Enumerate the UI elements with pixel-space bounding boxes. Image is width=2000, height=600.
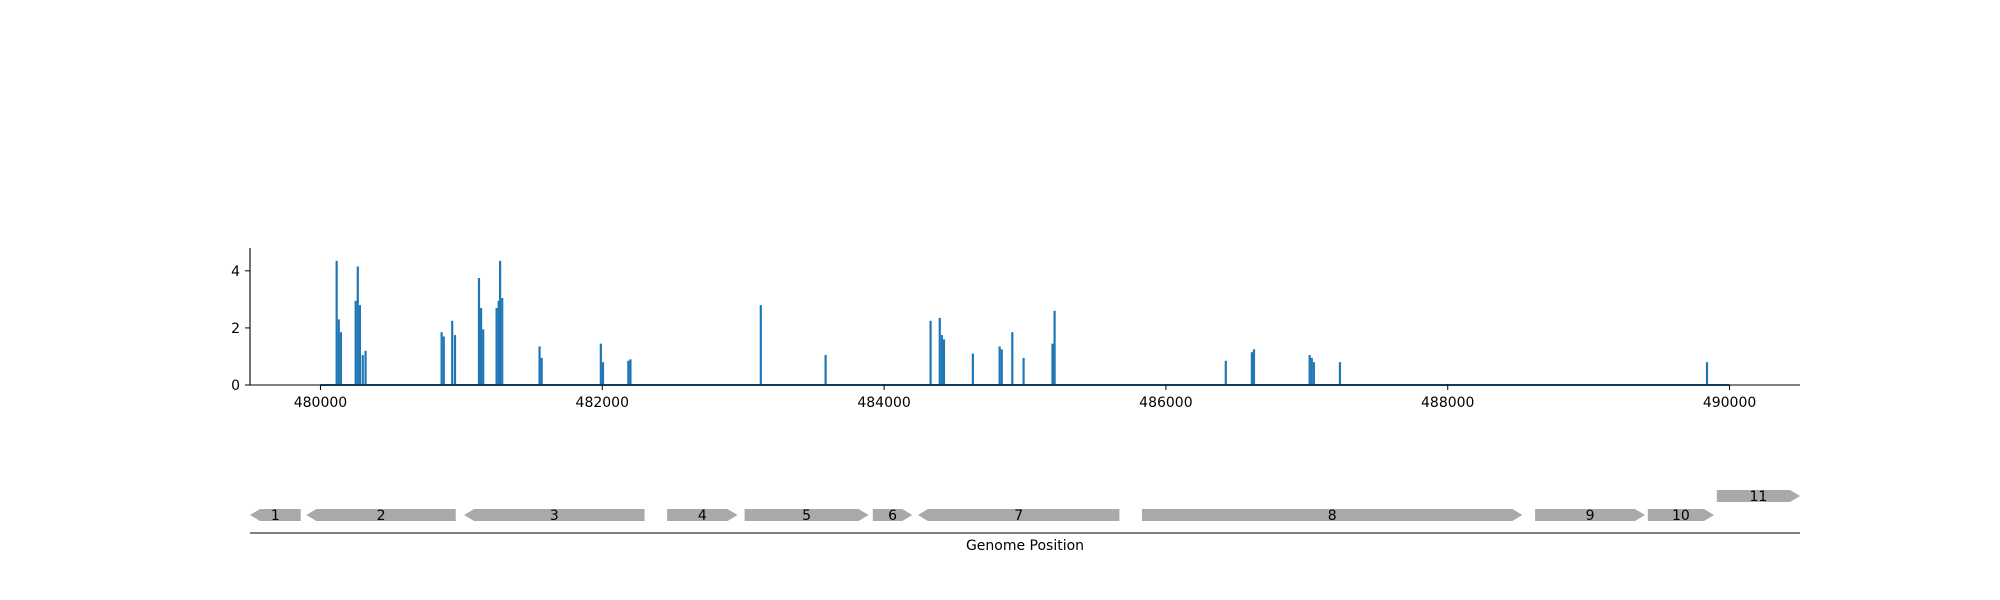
- x-tick-label: 490000: [1703, 395, 1756, 411]
- y-axis-ticks: 0 2 4: [231, 264, 250, 394]
- y-tick-label: 4: [231, 264, 240, 280]
- y-tick-label: 2: [231, 321, 240, 337]
- gene-label: 9: [1586, 508, 1595, 524]
- x-tick-label: 482000: [576, 395, 629, 411]
- gene-arrow: [1141, 509, 1523, 521]
- gene-arrow: [1647, 509, 1715, 521]
- gene-arrow: [250, 509, 301, 521]
- gene-label: 10: [1672, 508, 1690, 524]
- x-tick-label: 480000: [294, 395, 347, 411]
- gene-arrow: [667, 509, 738, 521]
- y-tick-label: 0: [231, 378, 240, 394]
- gene-label: 6: [888, 508, 897, 524]
- gene-arrow: [744, 509, 869, 521]
- gene-arrow: [872, 509, 913, 521]
- gene-arrow: [1716, 490, 1800, 502]
- gene-arrow: [464, 509, 645, 521]
- gene-track-xlabel: Genome Position: [966, 538, 1084, 554]
- gene-arrows: 1 2 3 4 5 6 7 8 9 10 11: [250, 489, 1800, 524]
- x-tick-label: 484000: [857, 395, 910, 411]
- gene-label: 11: [1750, 489, 1768, 505]
- gene-track: 1 2 3 4 5 6 7 8 9 10 11 Genome Position: [250, 489, 1800, 554]
- signal-bars: [335, 260, 1709, 385]
- x-axis-ticks: 480000 482000 484000 486000 488000 490000: [294, 385, 1756, 411]
- gene-label: 3: [550, 508, 559, 524]
- gene-label: 2: [377, 508, 386, 524]
- signal-plot: 0 2 4 480000 482000 484000 486000 488000 490000: [231, 248, 1800, 411]
- gene-label: 4: [698, 508, 707, 524]
- x-tick-label: 486000: [1139, 395, 1192, 411]
- gene-label: 8: [1328, 508, 1337, 524]
- x-tick-label: 488000: [1421, 395, 1474, 411]
- gene-arrow: [1535, 509, 1645, 521]
- gene-arrow: [917, 509, 1120, 521]
- gene-label: 5: [802, 508, 811, 524]
- gene-label: 7: [1014, 508, 1023, 524]
- gene-arrow: [306, 509, 456, 521]
- gene-label: 1: [271, 508, 280, 524]
